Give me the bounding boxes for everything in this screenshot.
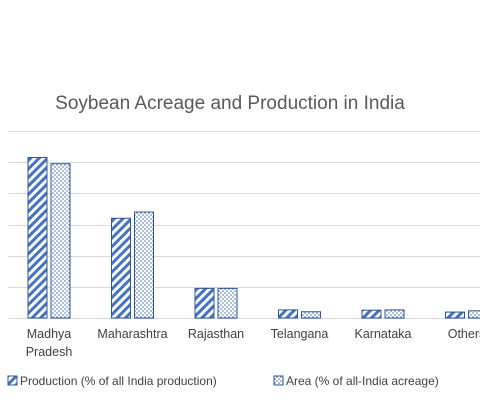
bar-production-0 (27, 156, 48, 319)
category-label-line: Rajasthan (188, 327, 244, 341)
category-label: Karnataka (355, 327, 412, 341)
bar-production-3 (278, 309, 298, 319)
legend-item-area: Area (% of all-India acreage) (273, 374, 439, 388)
bar-area-2 (217, 287, 238, 319)
legend-swatch-area (273, 375, 284, 386)
legend-item-production: Production (% of all India production) (7, 374, 217, 388)
legend: Production (% of all India production) A… (7, 374, 439, 388)
category-label: Madhya Pradesh (26, 327, 73, 359)
bar-area-1 (134, 211, 154, 319)
category-label: Telangana (271, 327, 329, 341)
legend-label-production: Production (% of all India production) (20, 374, 217, 388)
category-label: Rajasthan (188, 327, 244, 341)
category-label-line: Maharashtra (97, 327, 167, 341)
bars (27, 156, 480, 319)
bar-production-5 (445, 311, 465, 319)
category-label-line: Others (448, 327, 480, 341)
category-label-line: Karnataka (355, 327, 412, 341)
category-label-line: Madhya (27, 327, 72, 341)
bar-area-4 (384, 309, 405, 319)
category-label: Others (448, 327, 480, 341)
category-label-line: Pradesh (26, 345, 73, 359)
category-labels: Madhya Pradesh Maharashtra Rajasthan Telanga… (26, 327, 480, 359)
legend-swatch-production (7, 375, 18, 386)
bar-production-2 (194, 287, 215, 319)
bar-area-5 (468, 310, 480, 319)
gridlines (8, 131, 480, 319)
bar-production-1 (111, 217, 131, 319)
category-label-line: Telangana (271, 327, 329, 341)
bar-production-4 (361, 309, 382, 319)
category-label: Maharashtra (97, 327, 167, 341)
chart-title: Soybean Acreage and Production in India (55, 93, 405, 114)
bar-area-3 (301, 311, 321, 319)
bar-area-0 (50, 163, 71, 319)
legend-label-area: Area (% of all-India acreage) (286, 374, 439, 388)
